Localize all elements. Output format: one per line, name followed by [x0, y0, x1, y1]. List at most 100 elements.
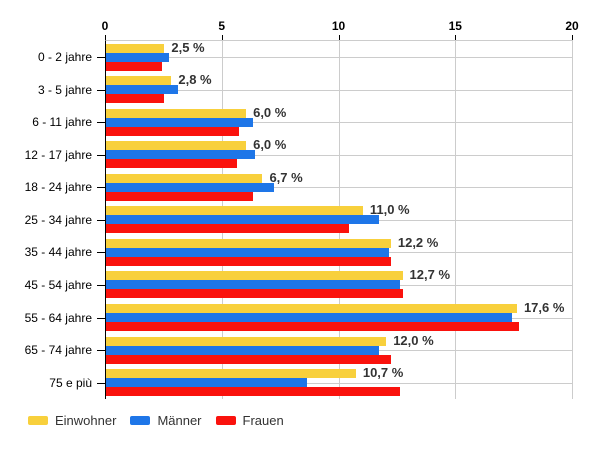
bar-einwohner — [106, 108, 247, 118]
legend: Einwohner Männer Frauen — [28, 413, 284, 428]
bar-einwohner — [106, 173, 263, 183]
value-label: 12,7 % — [409, 267, 451, 283]
bar-mnner — [106, 313, 513, 323]
category-label: 0 - 2 jahre — [37, 50, 92, 65]
legend-label-frauen: Frauen — [242, 413, 284, 428]
bar-einwohner — [106, 141, 247, 151]
category-row: 18 - 24 jahre 6,7 % — [25, 169, 573, 204]
bar-frauen — [106, 354, 391, 364]
bar-einwohner — [106, 76, 172, 86]
einwohner-swatch-icon — [28, 416, 48, 425]
x-tick-label: 10 — [331, 19, 346, 33]
bar-mnner — [106, 117, 254, 127]
bar-frauen — [106, 256, 391, 266]
legend-item-frauen: Frauen — [215, 413, 284, 428]
value-label: 10,7 % — [362, 365, 404, 381]
category-row: 3 - 5 jahre 2,8 % — [38, 72, 573, 107]
bar-mnner — [106, 345, 380, 355]
category-row: 45 - 54 jahre 12,7 % — [25, 267, 573, 302]
category-label: 25 - 34 jahre — [24, 212, 92, 227]
x-tick-mark — [221, 35, 223, 40]
bar-mnner — [106, 85, 179, 95]
legend-item-einwohner: Einwohner — [28, 413, 116, 428]
value-label: 6,7 % — [269, 169, 303, 185]
bar-frauen — [106, 387, 401, 397]
row-center-gridline — [106, 382, 573, 384]
legend-item-maenner: Männer — [130, 413, 202, 428]
row-center-gridline — [106, 187, 573, 189]
category-tick-mark — [97, 317, 106, 319]
bar-einwohner — [106, 304, 517, 314]
category-tick-mark — [97, 252, 106, 254]
category-tick-mark — [97, 122, 106, 124]
category-row: 55 - 64 jahre 17,6 % — [25, 300, 573, 334]
category-tick-mark — [97, 154, 106, 156]
bar-frauen — [106, 61, 163, 71]
category-tick-mark — [97, 284, 106, 286]
category-row: 75 e più 10,7 % — [49, 365, 573, 399]
legend-label-einwohner: Einwohner — [55, 413, 117, 428]
bar-einwohner — [106, 369, 356, 379]
category-tick-mark — [97, 219, 106, 221]
value-label: 2,8 % — [178, 72, 212, 88]
bar-einwohner — [106, 43, 165, 53]
bar-frauen — [106, 322, 520, 332]
x-tick-mark — [338, 35, 340, 40]
value-label: 2,5 % — [171, 39, 205, 55]
category-label: 55 - 64 jahre — [24, 310, 92, 325]
category-tick-mark — [97, 57, 106, 59]
category-row: 0 - 2 jahre 2,5 % — [38, 39, 573, 74]
category-label: 75 e più — [49, 375, 92, 390]
bar-frauen — [106, 159, 237, 169]
bar-mnner — [106, 182, 275, 192]
category-label: 45 - 54 jahre — [24, 277, 92, 292]
bar-mnner — [106, 280, 401, 290]
bar-einwohner — [106, 206, 363, 216]
x-tick-mark — [572, 35, 573, 40]
category-row: 35 - 44 jahre 12,2 % — [25, 236, 573, 269]
bar-einwohner — [106, 271, 403, 281]
bar-mnner — [106, 215, 380, 225]
row-center-gridline — [106, 89, 573, 91]
category-tick-mark — [97, 382, 106, 384]
bar-frauen — [106, 289, 403, 299]
row-center-gridline — [106, 154, 573, 156]
bar-einwohner — [106, 336, 387, 346]
bar-mnner — [106, 52, 170, 62]
bar-frauen — [106, 191, 254, 201]
category-tick-mark — [97, 187, 106, 189]
value-label: 17,6 % — [523, 300, 565, 316]
bar-mnner — [106, 150, 256, 160]
x-tick-mark — [455, 35, 457, 40]
bar-frauen — [106, 94, 165, 104]
bar-einwohner — [106, 238, 391, 248]
bar-mnner — [106, 378, 307, 388]
category-label: 6 - 11 jahre — [32, 115, 92, 130]
x-tick-label: 5 — [218, 19, 226, 33]
category-tick-mark — [97, 89, 106, 91]
frauen-swatch-icon — [215, 416, 236, 425]
row-center-gridline — [106, 122, 573, 124]
x-tick-label: 20 — [565, 19, 579, 33]
value-label: 11,0 % — [369, 202, 410, 218]
row-center-gridline — [106, 57, 573, 59]
category-row: 65 - 74 jahre 12,0 % — [25, 332, 573, 367]
category-row: 25 - 34 jahre 11,0 % — [25, 202, 573, 237]
value-label: 12,0 % — [393, 332, 434, 348]
value-label: 6,0 % — [253, 137, 287, 153]
bar-mnner — [106, 247, 389, 257]
x-tick-mark — [105, 35, 106, 40]
maenner-swatch-icon — [130, 416, 151, 425]
bar-frauen — [106, 224, 349, 234]
category-tick-mark — [97, 350, 106, 352]
category-label: 65 - 74 jahre — [24, 343, 92, 358]
category-label: 35 - 44 jahre — [24, 245, 92, 260]
category-label: 12 - 17 jahre — [24, 147, 92, 162]
x-tick-label: 15 — [448, 19, 462, 33]
value-label: 6,0 % — [253, 104, 287, 120]
legend-label-maenner: Männer — [157, 413, 202, 428]
x-tick-label: 0 — [101, 19, 109, 33]
category-row: 6 - 11 jahre 6,0 % — [32, 104, 573, 139]
category-label: 18 - 24 jahre — [24, 180, 92, 195]
